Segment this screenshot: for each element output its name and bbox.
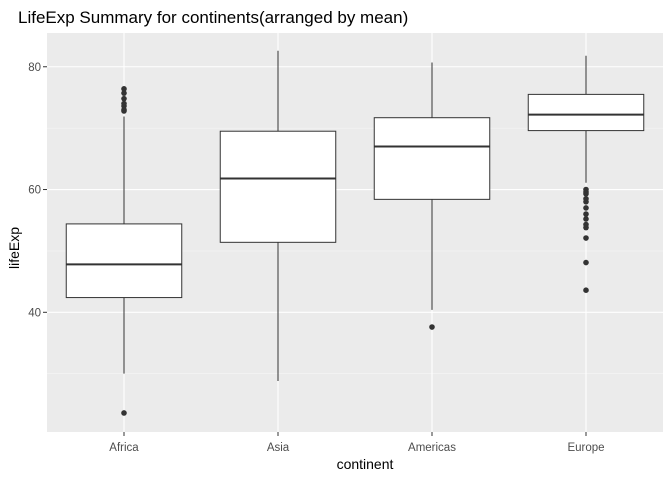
boxes-layer: [65, 50, 645, 416]
box-iqr: [373, 117, 491, 200]
outlier-point: [583, 205, 589, 211]
box-africa: [65, 86, 183, 416]
outlier-point: [429, 324, 435, 330]
outlier-point: [121, 100, 127, 107]
outlier-point: [583, 287, 589, 294]
outlier-point: [583, 195, 589, 202]
outlier-point: [121, 90, 127, 96]
x-tick-label: Asia: [267, 442, 290, 454]
x-axis-title: continent: [337, 456, 394, 472]
box-iqr: [527, 93, 645, 132]
box-iqr: [65, 223, 183, 299]
outlier-point: [121, 86, 127, 92]
outlier-point: [583, 221, 589, 228]
y-tick-label: 40: [28, 307, 41, 319]
y-tick-label: 80: [28, 62, 41, 74]
y-axis-title: lifeExp: [6, 227, 22, 269]
box-europe: [527, 55, 645, 294]
outlier-point: [121, 410, 127, 416]
x-tick-label: Americas: [408, 442, 456, 454]
outlier-point: [121, 95, 127, 102]
x-tick-label: Africa: [109, 442, 139, 454]
outlier-point: [583, 235, 589, 241]
box-iqr: [219, 130, 337, 243]
y-axis: 40 60 80: [28, 62, 47, 319]
outlier-point: [583, 216, 589, 222]
x-tick-label: Europe: [567, 442, 604, 454]
box-asia: [219, 50, 337, 382]
chart-title: LifeExp Summary for continents(arranged …: [18, 8, 408, 27]
x-axis: Africa Asia Americas Europe: [109, 432, 605, 454]
outlier-point: [583, 259, 589, 266]
y-tick-label: 60: [28, 185, 41, 197]
outlier-point: [583, 211, 589, 217]
outlier-point: [583, 186, 589, 193]
box-americas: [373, 62, 491, 330]
